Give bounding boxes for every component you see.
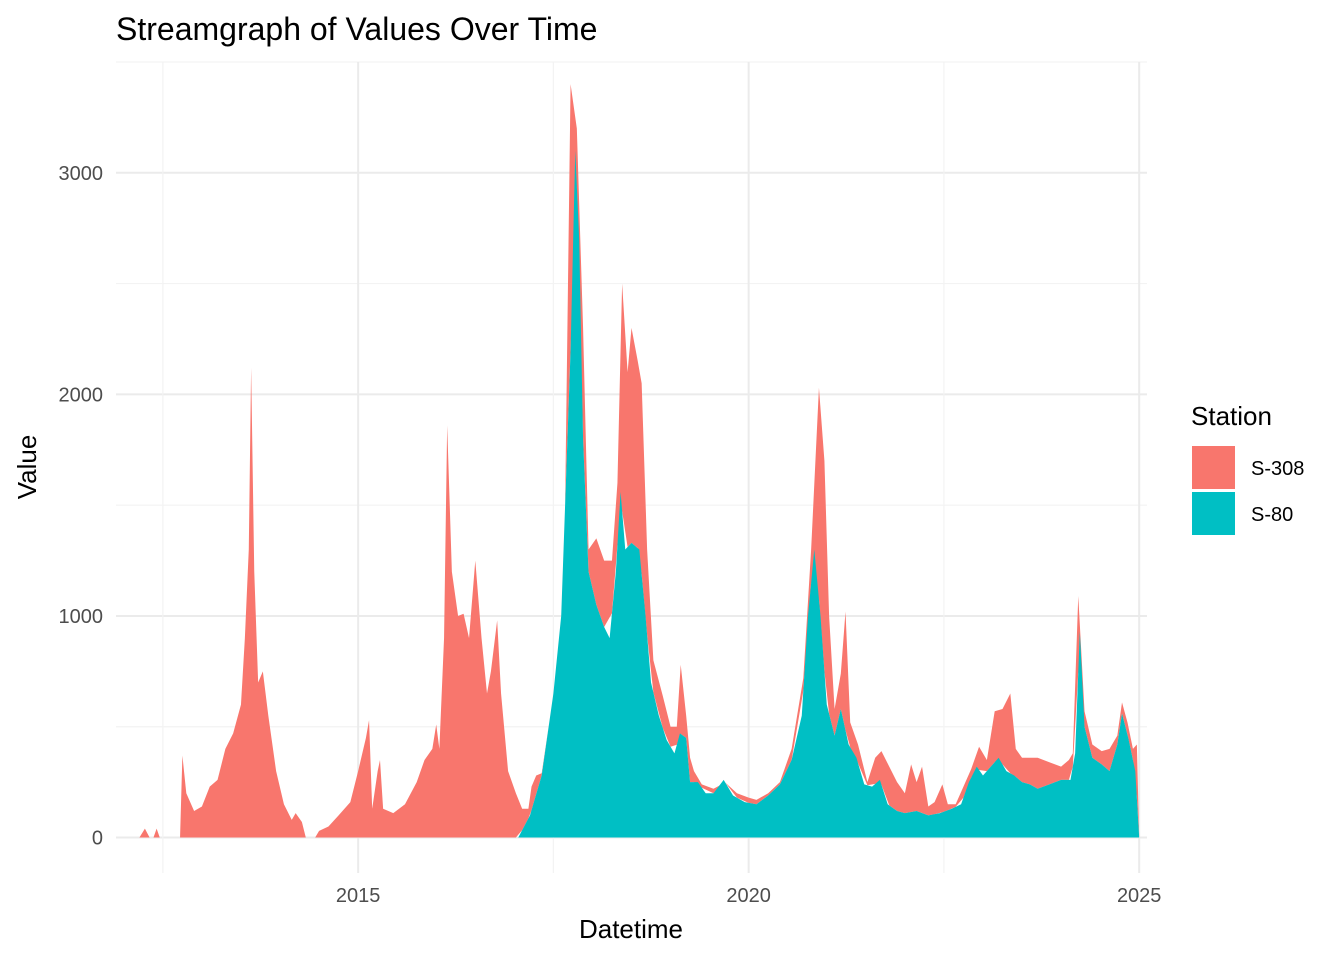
legend-swatch [1192,492,1235,535]
legend: Station S-308 S-80 [1191,401,1304,535]
area-series-s-308 [139,84,1140,838]
legend-title: Station [1191,401,1272,431]
chart-title: Streamgraph of Values Over Time [116,11,597,47]
x-tick-label: 2020 [726,885,771,907]
plot-areas [139,84,1140,838]
x-axis-ticks: 2015 2020 2025 [336,885,1162,907]
y-tick-label: 0 [92,828,103,850]
x-tick-label: 2025 [1117,885,1162,907]
y-axis-ticks: 0 1000 2000 3000 [59,163,104,850]
legend-label: S-308 [1251,458,1304,480]
y-axis-title: Value [12,435,42,500]
x-tick-label: 2015 [336,885,381,907]
x-axis-title: Datetime [579,914,683,944]
area-series-s-80 [518,150,1140,838]
legend-label: S-80 [1251,504,1293,526]
y-tick-label: 1000 [59,606,104,628]
legend-swatch [1192,446,1235,489]
y-tick-label: 2000 [59,384,104,406]
y-tick-label: 3000 [59,163,104,185]
